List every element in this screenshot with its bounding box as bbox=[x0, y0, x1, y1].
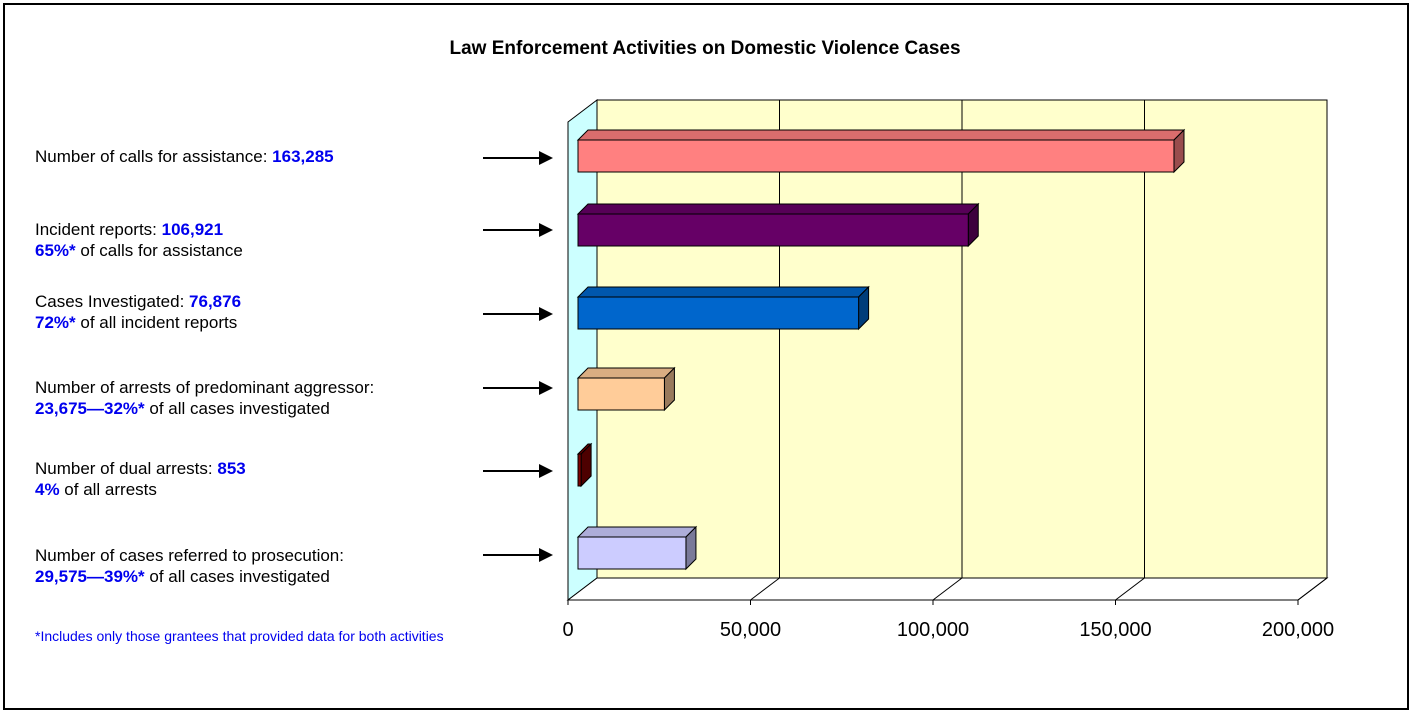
arrow-icon bbox=[483, 151, 553, 165]
arrow-icon bbox=[483, 464, 553, 478]
arrow-icon bbox=[483, 381, 553, 395]
row-label-dual-arrests: Number of dual arrests: 853 4% of all ar… bbox=[35, 459, 246, 499]
x-tick-label: 0 bbox=[562, 619, 573, 641]
arrow-icon bbox=[483, 307, 553, 321]
bar bbox=[577, 139, 1175, 173]
row-label-prosecution: Number of cases referred to prosecution:… bbox=[35, 546, 344, 586]
bar bbox=[577, 296, 860, 330]
x-tick-label: 150,000 bbox=[1079, 619, 1151, 641]
bar bbox=[577, 213, 969, 247]
bar-top-face bbox=[576, 286, 870, 298]
row-label-calls: Number of calls for assistance: 163,285 bbox=[35, 147, 334, 166]
bar bbox=[577, 377, 665, 411]
x-tick-label: 200,000 bbox=[1262, 619, 1334, 641]
chart-side-wall bbox=[567, 98, 598, 602]
x-tick-label: 50,000 bbox=[720, 619, 781, 641]
row-label-incident-reports: Incident reports: 106,921 65%* of calls … bbox=[35, 220, 243, 260]
x-tick-label: 100,000 bbox=[897, 619, 969, 641]
bar bbox=[577, 453, 582, 487]
bar-top-face bbox=[576, 367, 676, 379]
footnote: *Includes only those grantees that provi… bbox=[35, 628, 444, 644]
row-label-arrests: Number of arrests of predominant aggress… bbox=[35, 378, 375, 418]
bar-top-face bbox=[576, 129, 1186, 141]
floor-gridline bbox=[932, 577, 963, 601]
floor-gridline bbox=[750, 577, 780, 601]
row-label-cases-investigated: Cases Investigated: 76,876 72%* of all i… bbox=[35, 292, 242, 332]
floor-gridline bbox=[1297, 577, 1328, 601]
arrow-icon bbox=[483, 548, 553, 562]
chart-title: Law Enforcement Activities on Domestic V… bbox=[449, 38, 961, 59]
floor-gridline bbox=[1115, 577, 1145, 601]
bar bbox=[577, 536, 687, 570]
arrow-icon bbox=[483, 223, 553, 237]
bar-top-face bbox=[576, 526, 698, 538]
bar-top-face bbox=[576, 203, 980, 215]
